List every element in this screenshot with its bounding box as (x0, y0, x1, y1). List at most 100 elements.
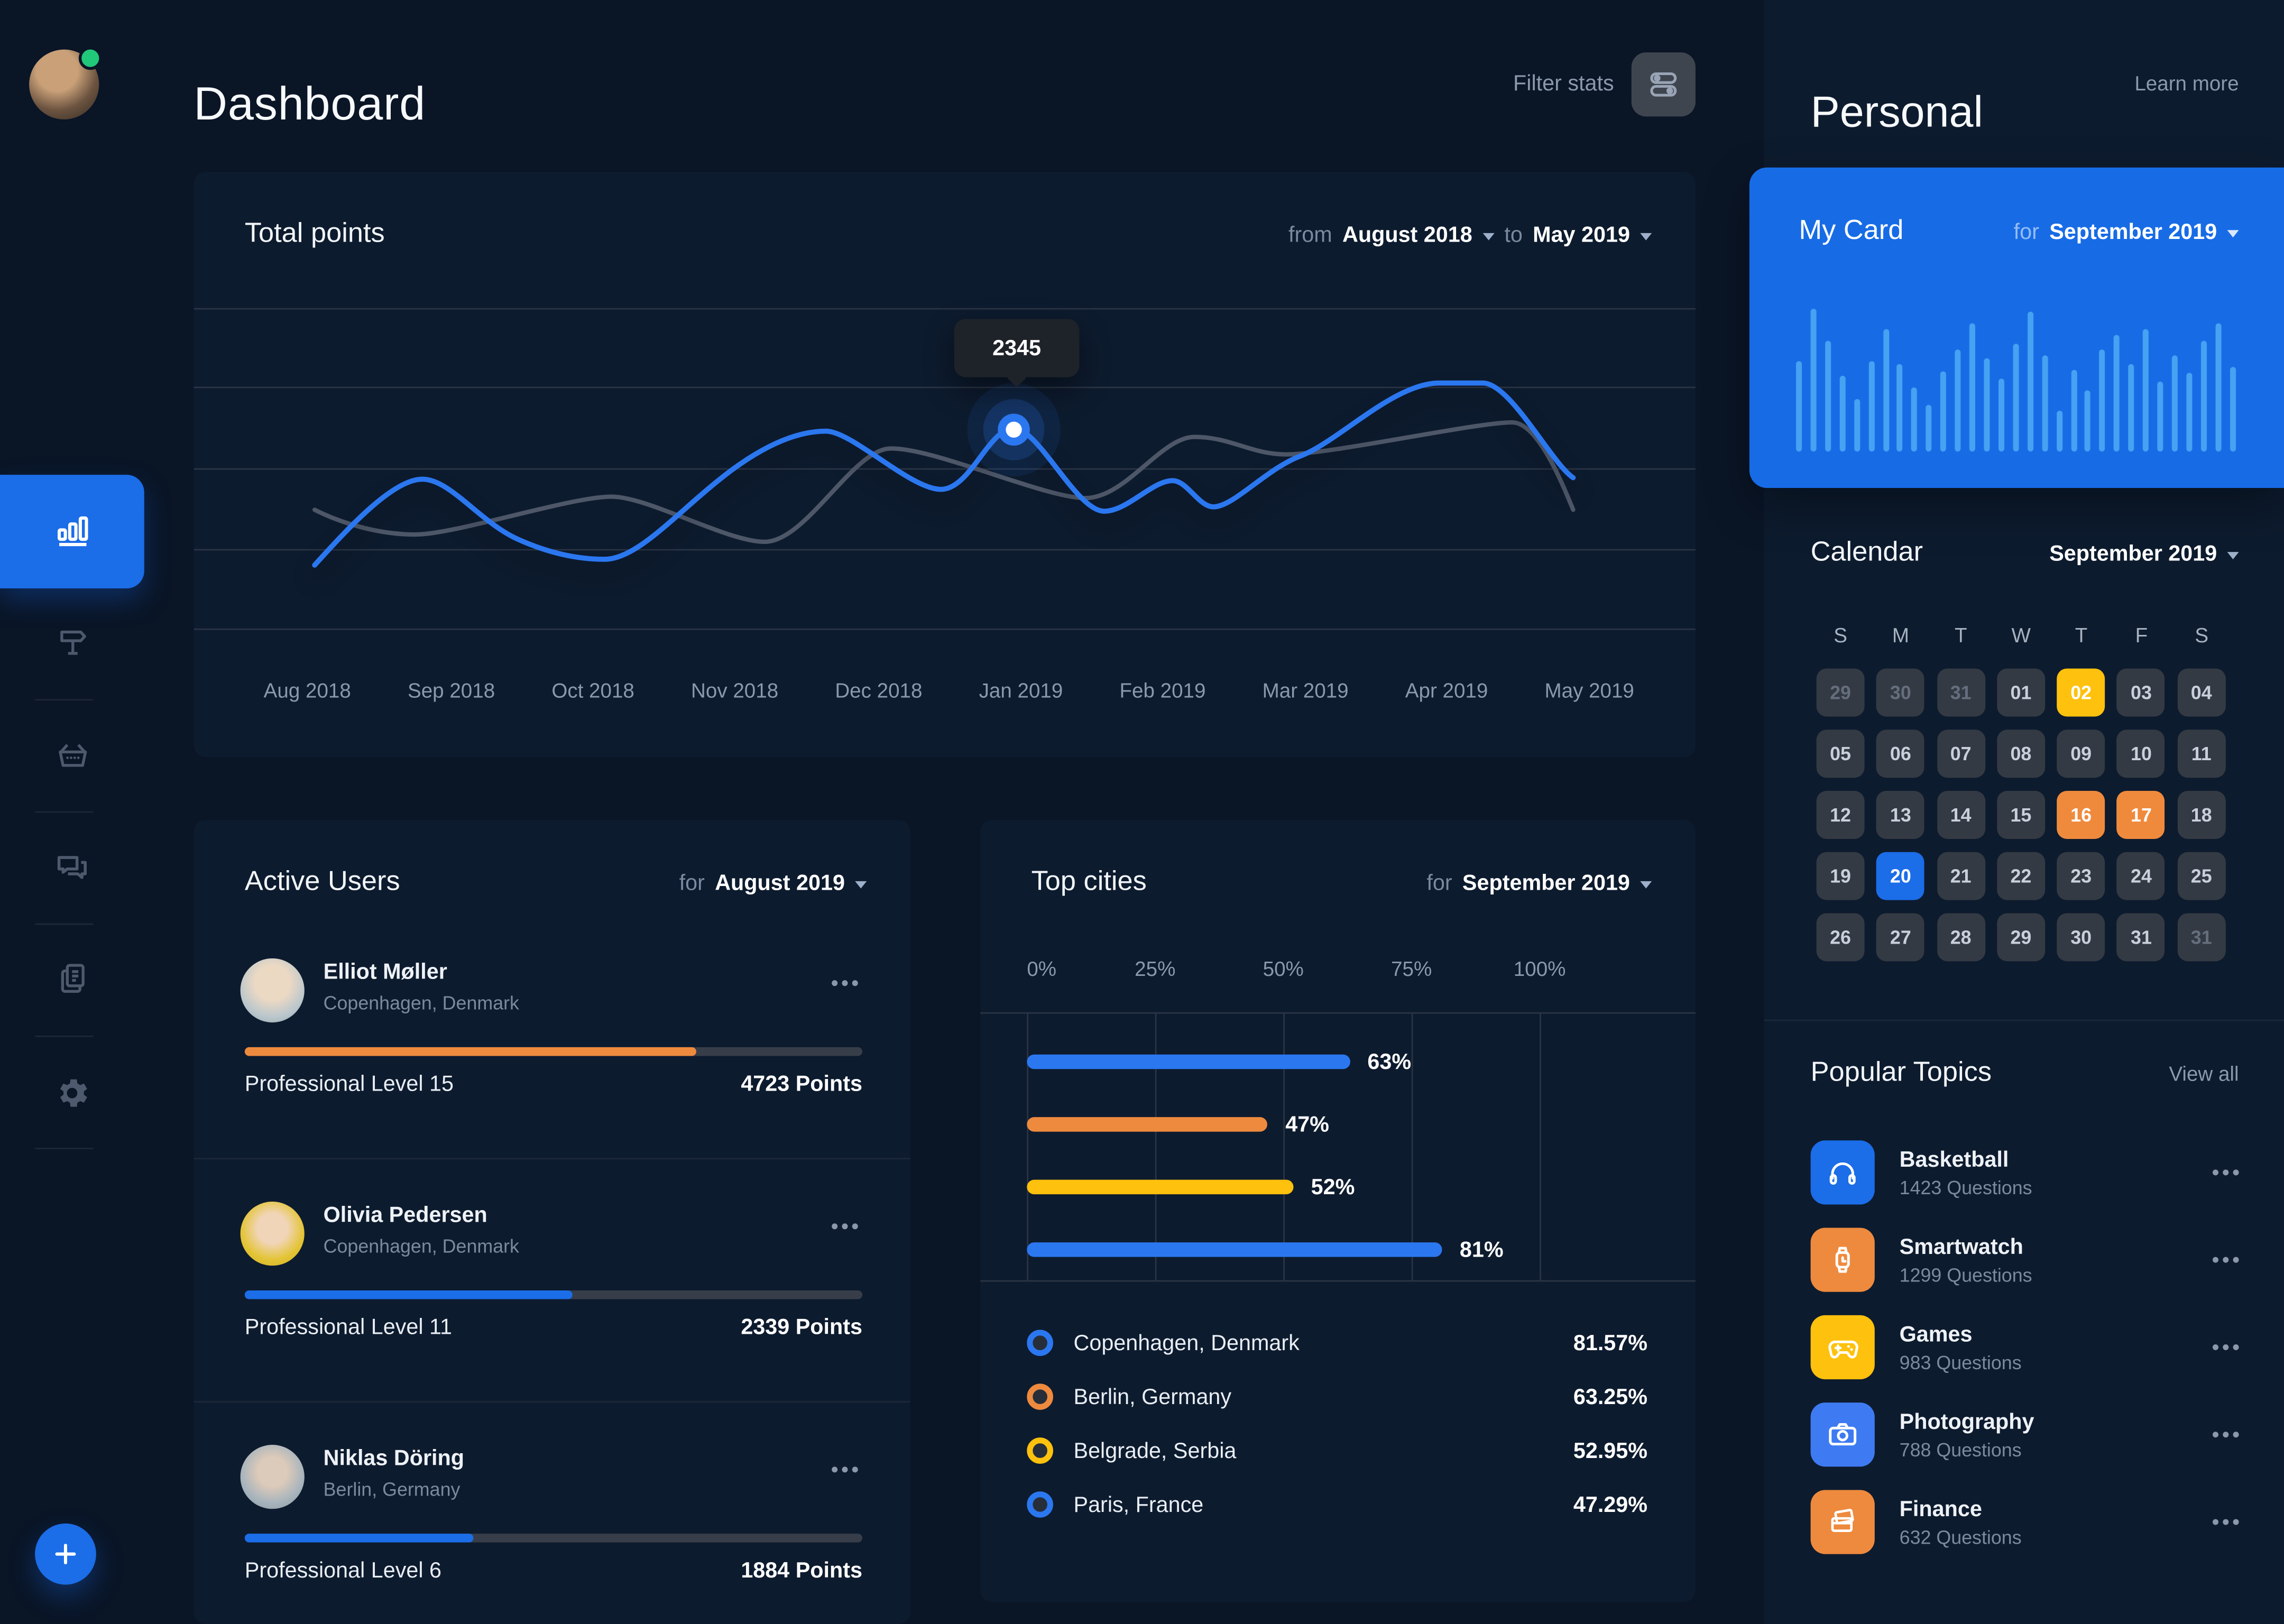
topic-row[interactable]: Basketball 1423 Questions (1810, 1138, 2239, 1207)
calendar-day[interactable]: 09 (2057, 730, 2105, 778)
calendar-day[interactable]: 10 (2117, 730, 2166, 778)
user-level: Professional Level 15 (244, 1072, 454, 1097)
topic-questions: 632 Questions (1899, 1525, 2022, 1548)
basket-icon (53, 737, 91, 775)
calendar-day[interactable]: 27 (1876, 913, 1925, 962)
documents-icon (53, 960, 91, 998)
more-options-button[interactable] (2213, 1169, 2239, 1176)
for-label: for (679, 870, 705, 896)
calendar-day[interactable]: 19 (1816, 852, 1865, 900)
topic-row[interactable]: Photography 788 Questions (1810, 1400, 2239, 1470)
calendar-day[interactable]: 23 (2057, 852, 2105, 900)
calendar-day[interactable]: 29 (1816, 668, 1865, 717)
calendar-day[interactable]: 04 (2177, 668, 2226, 717)
bar (1027, 1117, 1268, 1132)
bar-value-label: 63% (1367, 1049, 1412, 1074)
calendar-day[interactable]: 18 (2177, 791, 2226, 839)
more-options-button[interactable] (832, 980, 858, 986)
my-card: My Card for September 2019 (1749, 167, 2284, 488)
period-dropdown[interactable]: September 2019 (2049, 541, 2217, 566)
calendar-day[interactable]: 03 (2117, 668, 2166, 717)
period-dropdown[interactable]: August 2019 (715, 870, 845, 896)
calendar-day[interactable]: 17 (2117, 791, 2166, 839)
calendar-day[interactable]: 02 (2057, 668, 2105, 717)
calendar-day[interactable]: 08 (1996, 730, 2045, 778)
calendar-day[interactable]: 21 (1937, 852, 1985, 900)
period-dropdown[interactable]: September 2019 (1462, 870, 1630, 896)
calendar-day[interactable]: 13 (1876, 791, 1925, 839)
sidebar-item-market[interactable] (0, 733, 144, 779)
view-all-link[interactable]: View all (2169, 1062, 2239, 1085)
calendar-day[interactable]: 07 (1937, 730, 1985, 778)
calendar-title: Calendar (1810, 537, 1923, 568)
calendar-day[interactable]: 14 (1937, 791, 1985, 839)
equalizer-bar (2056, 410, 2062, 452)
more-options-button[interactable] (2213, 1519, 2239, 1525)
legend-item: Berlin, Germany 63.25% (1027, 1381, 1647, 1413)
calendar-day[interactable]: 30 (2057, 913, 2105, 962)
calendar-day[interactable]: 30 (1876, 668, 1925, 717)
equalizer-bar (1810, 309, 1817, 452)
calendar-day[interactable]: 16 (2057, 791, 2105, 839)
sidebar-item-dashboard[interactable] (0, 475, 144, 589)
main-content: Dashboard Filter stats Total points from… (144, 0, 1764, 1624)
calendar-day[interactable]: 26 (1816, 913, 1865, 962)
calendar-day[interactable]: 12 (1816, 791, 1865, 839)
calendar-day[interactable]: 24 (2117, 852, 2166, 900)
x-axis-label: Apr 2019 (1405, 678, 1488, 702)
calendar-day[interactable]: 29 (1996, 913, 2045, 962)
sidebar-item-goals[interactable] (0, 619, 144, 666)
more-options-button[interactable] (832, 1223, 858, 1230)
active-users-period: for August 2019 (679, 870, 867, 895)
calendar-day[interactable]: 11 (2177, 730, 2226, 778)
avatar[interactable] (29, 47, 102, 119)
more-options-button[interactable] (832, 1466, 858, 1473)
calendar-day[interactable]: 01 (1996, 668, 2045, 717)
legend-ring-icon (1027, 1383, 1053, 1410)
equalizer-bar (2230, 367, 2236, 452)
calendar-day[interactable]: 25 (2177, 852, 2226, 900)
chat-icon (52, 847, 91, 886)
sidebar-item-settings[interactable] (0, 1069, 144, 1115)
equalizer-bar (2041, 355, 2048, 452)
calendar-day[interactable]: 31 (2177, 913, 2226, 962)
topic-row[interactable]: Smartwatch 1299 Questions (1810, 1225, 2239, 1295)
gear-icon (52, 1073, 91, 1112)
axis-tick: 75% (1391, 957, 1432, 981)
from-label: from (1288, 222, 1332, 247)
chevron-down-icon (2227, 229, 2239, 237)
calendar-day[interactable]: 15 (1996, 791, 2045, 839)
learn-more-link[interactable]: Learn more (2134, 71, 2239, 95)
toggles-icon (1645, 66, 1683, 104)
calendar-day[interactable]: 20 (1876, 852, 1925, 900)
to-value-dropdown[interactable]: May 2019 (1533, 222, 1630, 247)
bar (1027, 1054, 1350, 1069)
from-value-dropdown[interactable]: August 2018 (1342, 222, 1472, 247)
calendar-day[interactable]: 22 (1996, 852, 2045, 900)
calendar-day[interactable]: 05 (1816, 730, 1865, 778)
topic-questions: 1299 Questions (1899, 1263, 2032, 1286)
calendar-day[interactable]: 06 (1876, 730, 1925, 778)
avatar (240, 958, 305, 1023)
chart-tooltip: 2345 (954, 319, 1080, 377)
for-label: for (1426, 870, 1452, 896)
period-dropdown[interactable]: September 2019 (2049, 219, 2217, 244)
calendar-day[interactable]: 28 (1937, 913, 1985, 962)
top-cities-ticks: 0% 25% 50% 75% 100% (980, 957, 1696, 986)
axis-tick: 50% (1263, 957, 1304, 981)
equalizer-bar (1839, 375, 1846, 452)
bar (1027, 1179, 1294, 1195)
calendar-day[interactable]: 31 (1937, 668, 1985, 717)
topic-row[interactable]: Games 983 Questions (1810, 1312, 2239, 1382)
topic-row[interactable]: Finance 632 Questions (1810, 1487, 2239, 1557)
more-options-button[interactable] (2213, 1344, 2239, 1350)
sidebar-item-messages[interactable] (0, 843, 144, 890)
sidebar-item-documents[interactable] (0, 955, 144, 1002)
my-card-period: for September 2019 (2014, 219, 2239, 244)
filter-stats-button[interactable] (1631, 52, 1696, 117)
more-options-button[interactable] (2213, 1257, 2239, 1263)
add-button[interactable] (35, 1523, 96, 1585)
more-options-button[interactable] (2213, 1432, 2239, 1438)
calendar-day[interactable]: 31 (2117, 913, 2166, 962)
legend-city: Berlin, Germany (1073, 1384, 1232, 1409)
